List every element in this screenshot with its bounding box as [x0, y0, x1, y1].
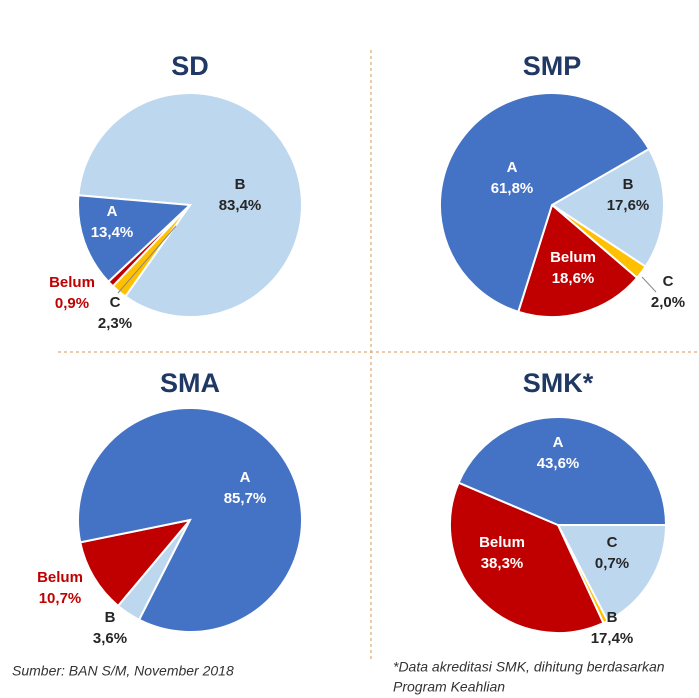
pie-slice: [449, 481, 605, 634]
pie-slice: [439, 92, 651, 314]
slice-category: C: [663, 273, 674, 290]
footnote: *Data akreditasi SMK, dihitung berdasark…: [393, 659, 665, 675]
slice-value-label: 43,6%: [537, 455, 580, 472]
slice-value-label: 61,8%: [491, 180, 534, 197]
pie-slice: [550, 147, 665, 268]
slice-value-label: 83,4%: [219, 197, 262, 214]
pie-slice: [79, 518, 193, 608]
slice-value-label: 17,4%: [591, 630, 634, 647]
pie-slice: [556, 524, 668, 623]
slice-value-label: 0,7%: [595, 555, 629, 572]
source: Sumber: BAN S/M, November 2018: [12, 663, 234, 679]
slice-category: A: [240, 469, 251, 486]
slice-category: C: [607, 534, 618, 551]
slice-category: B: [235, 176, 246, 193]
slice-value-label: 17,6%: [607, 197, 650, 214]
slice-value-label: 85,7%: [224, 490, 267, 507]
pie-slice: [77, 194, 193, 284]
slice-value-label: 3,6%: [93, 630, 127, 647]
slice-category: A: [553, 434, 564, 451]
slice-value-label: 38,3%: [481, 555, 524, 572]
chart-title: SD: [171, 51, 209, 81]
chart-title: SMA: [160, 368, 220, 398]
footnote: Program Keahlian: [393, 679, 505, 695]
slice-value-label: 18,6%: [552, 270, 595, 287]
slice-value-label: 0,9%: [55, 295, 89, 312]
slice-category: Belum: [550, 249, 596, 266]
slice-category: C: [110, 294, 121, 311]
slice-value-label: 10,7%: [39, 590, 82, 607]
leader-line: [117, 225, 177, 294]
slice-value-label: 2,0%: [651, 294, 685, 311]
chart-title: SMK*: [523, 368, 594, 398]
slice-category: B: [105, 609, 116, 626]
slice-category: A: [507, 159, 518, 176]
slice-value-label: 2,3%: [98, 315, 132, 332]
pie-slice: [77, 407, 303, 633]
pie-slice: [457, 416, 668, 526]
slice-category: Belum: [49, 274, 95, 291]
chart-title: SMP: [523, 51, 582, 81]
slice-category: B: [607, 609, 618, 626]
leader-line: [641, 276, 657, 293]
slice-category: Belum: [37, 569, 83, 586]
pie-slice: [517, 203, 639, 318]
slice-category: Belum: [479, 534, 525, 551]
slice-category: A: [107, 203, 118, 220]
slice-category: B: [623, 176, 634, 193]
slice-value-label: 13,4%: [91, 224, 134, 241]
